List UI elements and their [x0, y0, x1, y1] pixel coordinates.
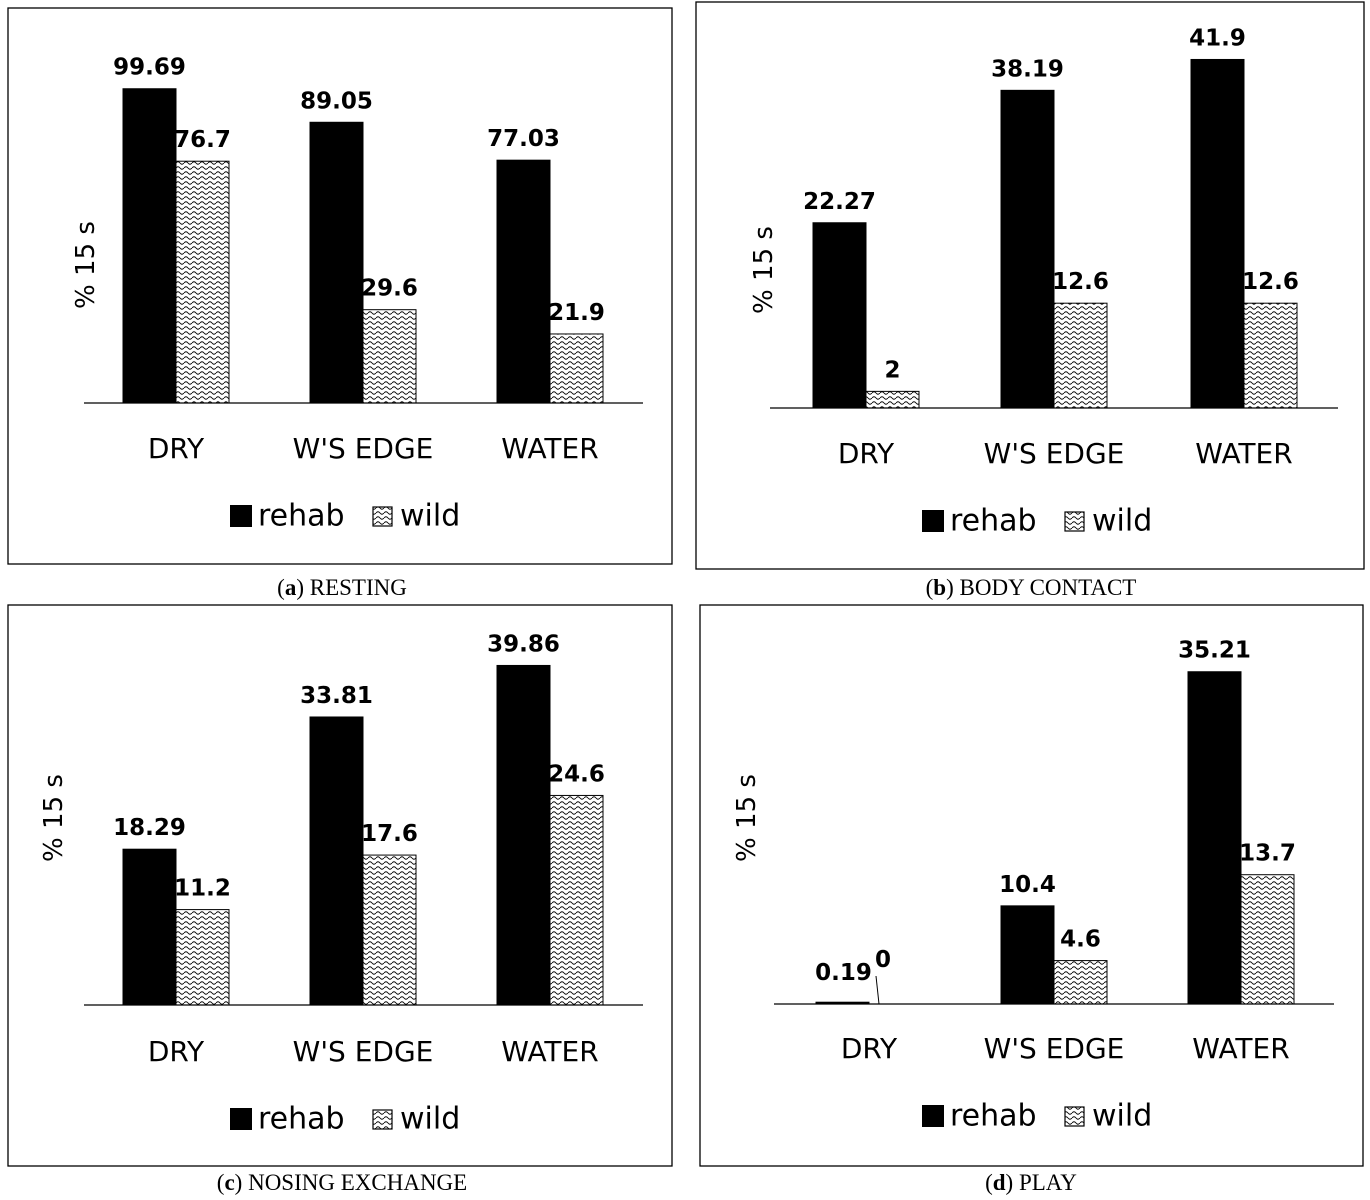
legend-label-rehab: rehab [950, 1099, 1037, 1134]
category-label-0: DRY [841, 1032, 898, 1065]
category-label-0: DRY [838, 437, 895, 470]
chart-panel-c: % 15 s 18.29 11.2 DRY 33.81 17.6 W'S EDGE 39.86… [0, 0, 684, 1200]
legend-swatch-rehab [922, 510, 944, 532]
bar-wild-2 [549, 333, 604, 404]
chart-frame [7, 7, 673, 565]
data-label-wild-1: 17.6 [361, 821, 418, 847]
caption-a: (a) RESTING [277, 575, 407, 600]
legend-label-rehab: rehab [258, 1102, 345, 1137]
y-axis-label: % 15 s [732, 774, 762, 862]
caption-a-letter: a [284, 575, 297, 600]
caption-a-text: RESTING [309, 575, 407, 600]
chart-frame [7, 604, 673, 1167]
category-label-0: DRY [148, 432, 205, 465]
chart-panel-b: % 15 s 22.27 2 DRY 38.19 12.6 W'S EDGE 41.9 12.6… [695, 1, 1365, 570]
y-axis-label: % 15 s [749, 226, 779, 314]
legend-swatch-wild [372, 506, 393, 527]
category-label-1: W'S EDGE [293, 1035, 434, 1068]
category-label-2: WATER [1192, 1032, 1289, 1065]
bar-rehab-1 [1000, 905, 1055, 1005]
legend-label-wild: wild [1092, 504, 1152, 539]
caption-d: (d) PLAY [985, 1170, 1077, 1195]
caption-d-letter: d [992, 1170, 1006, 1195]
data-label-wild-2: 12.6 [1242, 269, 1299, 295]
caption-d-text: PLAY [1018, 1170, 1077, 1195]
data-label-wild-0: 2 [884, 357, 900, 383]
caption-c: (c) NOSING EXCHANGE [216, 1170, 468, 1195]
legend-swatch-wild [1064, 511, 1085, 532]
data-label-rehab-0: 0.19 [815, 960, 872, 986]
data-label-rehab-0: 18.29 [113, 815, 186, 841]
data-label-rehab-2: 39.86 [487, 631, 560, 657]
bar-wild-1 [1053, 302, 1108, 409]
data-label-wild-1: 4.6 [1060, 927, 1101, 953]
chart-svg-a: % 15 s 99.69 76.7 DRY 89.05 29.6 W'S EDGE 77.03… [7, 7, 673, 565]
category-label-2: WATER [1195, 437, 1292, 470]
chart-svg-b: % 15 s 22.27 2 DRY 38.19 12.6 W'S EDGE 41.9 12.6… [695, 1, 1365, 570]
data-label-wild-1: 12.6 [1052, 269, 1109, 295]
caption-b-text: BODY CONTACT [959, 575, 1137, 600]
category-label-1: W'S EDGE [293, 432, 434, 465]
legend-label-wild: wild [400, 499, 460, 534]
legend-swatch-wild [1064, 1106, 1085, 1127]
bar-wild-2 [1243, 302, 1298, 409]
bar-rehab-1 [1000, 89, 1055, 409]
legend-swatch-rehab [230, 505, 252, 527]
data-label-rehab-1: 33.81 [300, 683, 373, 709]
data-label-wild-2: 13.7 [1239, 841, 1296, 867]
legend-swatch-rehab [922, 1105, 944, 1127]
bar-wild-1 [362, 854, 417, 1006]
chart-frame [699, 604, 1364, 1167]
category-label-0: DRY [148, 1035, 205, 1068]
bar-rehab-2 [496, 664, 551, 1006]
data-label-wild-0: 11.2 [174, 876, 231, 902]
bar-rehab-0 [812, 222, 867, 409]
data-label-wild-0: 0 [875, 947, 891, 973]
category-label-1: W'S EDGE [984, 437, 1125, 470]
bar-wild-0 [175, 909, 230, 1006]
data-label-wild-2: 21.9 [548, 300, 605, 326]
category-label-1: W'S EDGE [984, 1032, 1125, 1065]
bar-wild-1 [1053, 960, 1108, 1005]
data-label-rehab-2: 41.9 [1189, 25, 1246, 51]
bar-rehab-0 [122, 88, 177, 404]
bar-rehab-0 [122, 848, 177, 1006]
caption-b-letter: b [933, 575, 947, 600]
bar-rehab-2 [1187, 671, 1242, 1005]
data-label-rehab-1: 89.05 [300, 88, 373, 114]
data-label-wild-0: 76.7 [174, 127, 231, 153]
data-label-rehab-0: 22.27 [803, 189, 876, 215]
category-label-2: WATER [501, 1035, 598, 1068]
chart-svg-c: % 15 s 18.29 11.2 DRY 33.81 17.6 W'S EDGE 39.86… [7, 604, 673, 1167]
caption-c-letter: c [224, 1170, 235, 1195]
bar-rehab-2 [496, 159, 551, 404]
bar-wild-0 [175, 160, 230, 404]
legend-label-rehab: rehab [258, 499, 345, 534]
data-label-rehab-2: 35.21 [1178, 638, 1251, 664]
legend-swatch-rehab [230, 1108, 252, 1130]
data-label-rehab-0: 99.69 [113, 55, 186, 81]
zero-leader-line [875, 975, 880, 1005]
data-label-rehab-1: 10.4 [999, 872, 1056, 898]
legend-swatch-wild [372, 1109, 393, 1130]
y-axis-label: % 15 s [39, 774, 69, 862]
data-label-wild-1: 29.6 [361, 276, 418, 302]
y-axis-label: % 15 s [71, 221, 101, 309]
bar-rehab-2 [1190, 58, 1245, 409]
data-label-rehab-2: 77.03 [487, 126, 560, 152]
caption-c-text: NOSING EXCHANGE [248, 1170, 468, 1195]
chart-panel-a: % 15 s 99.69 76.7 DRY 89.05 29.6 W'S EDGE 77.03… [0, 0, 684, 600]
category-label-2: WATER [501, 432, 598, 465]
data-label-wild-2: 24.6 [548, 761, 605, 787]
legend-label-rehab: rehab [950, 504, 1037, 539]
bar-wild-2 [1240, 874, 1295, 1005]
legend-label-wild: wild [1092, 1099, 1152, 1134]
caption-b: (b) BODY CONTACT [925, 575, 1137, 600]
legend-label-wild: wild [400, 1102, 460, 1137]
data-label-rehab-1: 38.19 [991, 56, 1064, 82]
chart-frame [695, 1, 1365, 570]
